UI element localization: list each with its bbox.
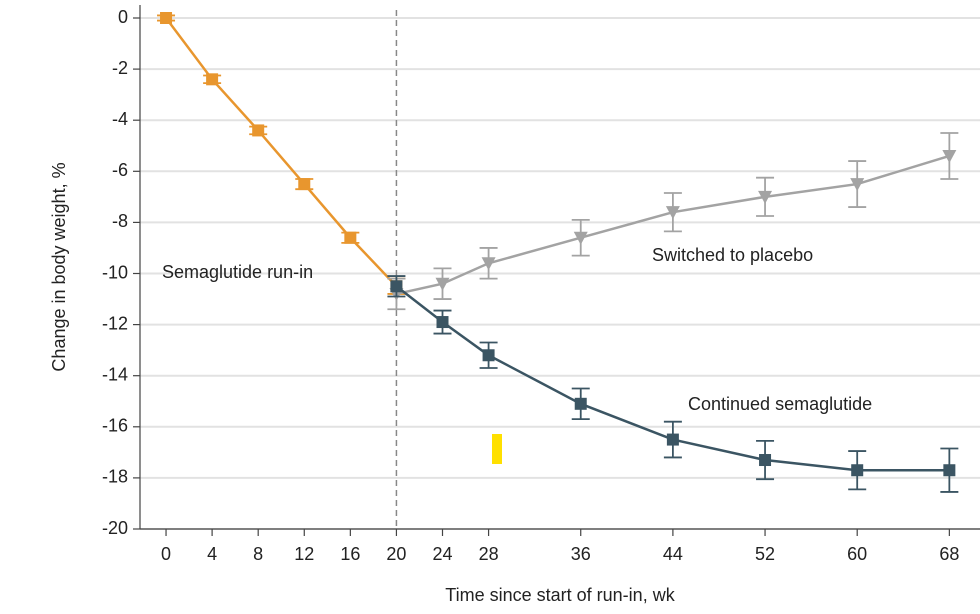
marker <box>665 206 680 220</box>
marker <box>206 73 219 86</box>
marker <box>758 190 773 204</box>
y-tick-label: -4 <box>112 109 128 129</box>
x-tick-label: 12 <box>294 544 314 564</box>
y-tick-label: -12 <box>102 313 128 333</box>
x-tick-label: 36 <box>571 544 591 564</box>
x-tick-label: 44 <box>663 544 683 564</box>
marker <box>298 178 311 191</box>
x-tick-label: 60 <box>847 544 867 564</box>
marker <box>390 280 403 293</box>
marker <box>482 349 495 362</box>
y-tick-label: -20 <box>102 518 128 538</box>
marker <box>435 277 450 291</box>
marker <box>666 433 679 446</box>
marker <box>481 257 496 271</box>
x-tick-label: 24 <box>432 544 452 564</box>
x-tick-label: 16 <box>340 544 360 564</box>
x-tick-label: 4 <box>207 544 217 564</box>
highlight-mark <box>492 434 502 464</box>
y-tick-label: 0 <box>118 7 128 27</box>
x-tick-label: 8 <box>253 544 263 564</box>
marker <box>573 231 588 245</box>
y-tick-label: -6 <box>112 160 128 180</box>
y-tick-label: -8 <box>112 211 128 231</box>
y-tick-label: -14 <box>102 364 128 384</box>
y-tick-label: -10 <box>102 262 128 282</box>
marker <box>942 149 957 163</box>
series-label: Continued semaglutide <box>688 394 872 414</box>
x-tick-label: 52 <box>755 544 775 564</box>
x-tick-label: 0 <box>161 544 171 564</box>
x-axis-label: Time since start of run-in, wk <box>445 585 675 605</box>
y-tick-label: -16 <box>102 416 128 436</box>
series-line <box>165 17 398 288</box>
series <box>387 132 959 311</box>
y-tick-label: -2 <box>112 58 128 78</box>
series-label: Switched to placebo <box>652 245 813 265</box>
x-tick-label: 28 <box>479 544 499 564</box>
series-line <box>396 154 950 296</box>
marker <box>436 316 449 329</box>
marker <box>943 464 956 477</box>
marker <box>851 464 864 477</box>
marker <box>160 12 173 24</box>
x-tick-label: 68 <box>939 544 959 564</box>
marker <box>344 231 357 244</box>
series-label: Semaglutide run-in <box>162 262 313 282</box>
x-tick-label: 20 <box>386 544 406 564</box>
marker <box>759 454 772 467</box>
marker <box>574 397 587 410</box>
series <box>387 275 959 493</box>
y-axis-label: Change in body weight, % <box>49 162 69 371</box>
marker <box>252 124 265 137</box>
marker <box>850 178 865 192</box>
y-tick-label: -18 <box>102 467 128 487</box>
series-line <box>395 285 950 472</box>
series <box>157 12 406 295</box>
